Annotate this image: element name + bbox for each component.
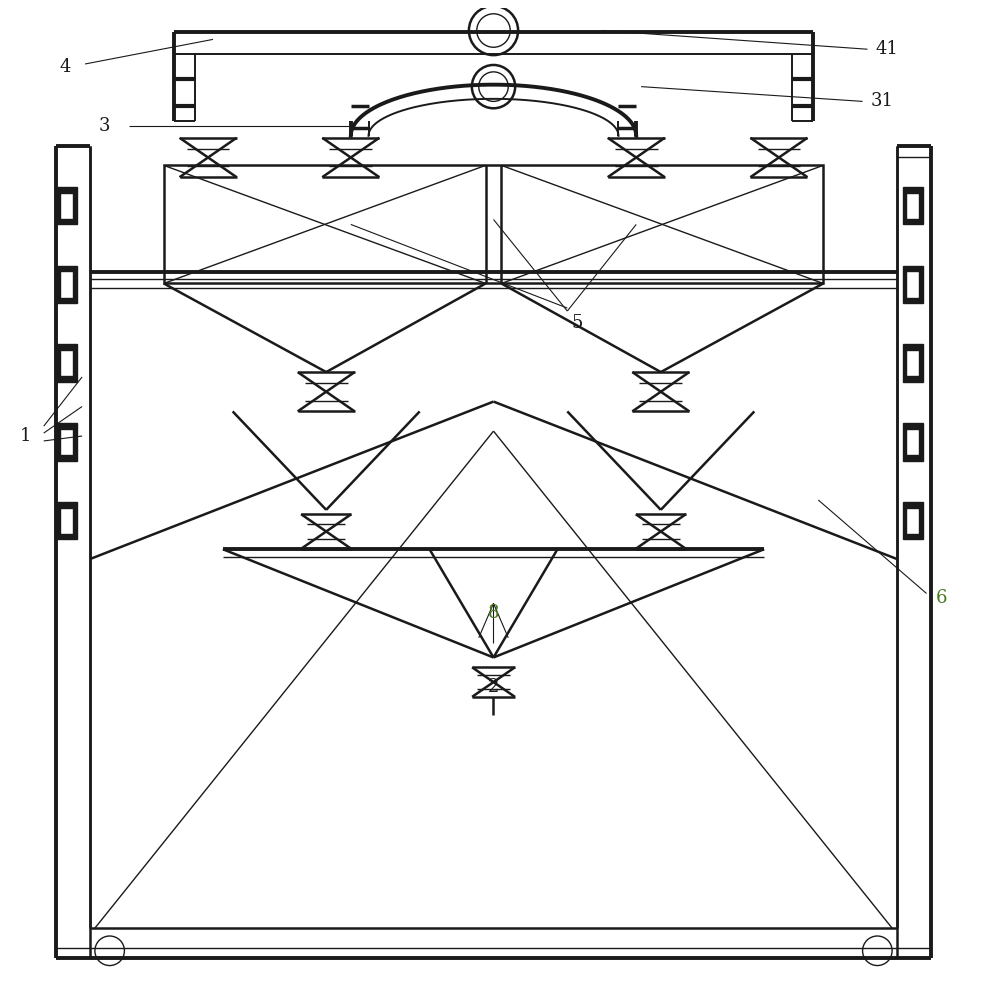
Bar [60, 193, 73, 219]
Bar [60, 350, 73, 376]
Text: 6: 6 [935, 589, 947, 607]
Bar [905, 350, 918, 376]
Bar [902, 502, 922, 539]
Bar [902, 266, 922, 303]
Bar [902, 344, 922, 382]
Text: 2: 2 [487, 678, 499, 696]
Bar [57, 502, 77, 539]
Bar [905, 193, 918, 219]
Bar [902, 187, 922, 224]
Bar [57, 187, 77, 224]
Bar [905, 271, 918, 298]
Bar [57, 266, 77, 303]
Bar [60, 429, 73, 455]
Text: 8: 8 [487, 604, 499, 622]
Bar [905, 508, 918, 534]
Text: 1: 1 [21, 427, 32, 445]
Text: 41: 41 [875, 40, 897, 58]
Bar [60, 508, 73, 534]
Bar [164, 165, 822, 283]
Text: 5: 5 [571, 314, 583, 332]
Bar [57, 344, 77, 382]
Bar [57, 423, 77, 461]
Text: 4: 4 [59, 58, 71, 76]
Bar [902, 423, 922, 461]
Text: 3: 3 [99, 117, 110, 135]
Bar [60, 271, 73, 298]
Bar [905, 429, 918, 455]
Text: 31: 31 [870, 92, 893, 110]
